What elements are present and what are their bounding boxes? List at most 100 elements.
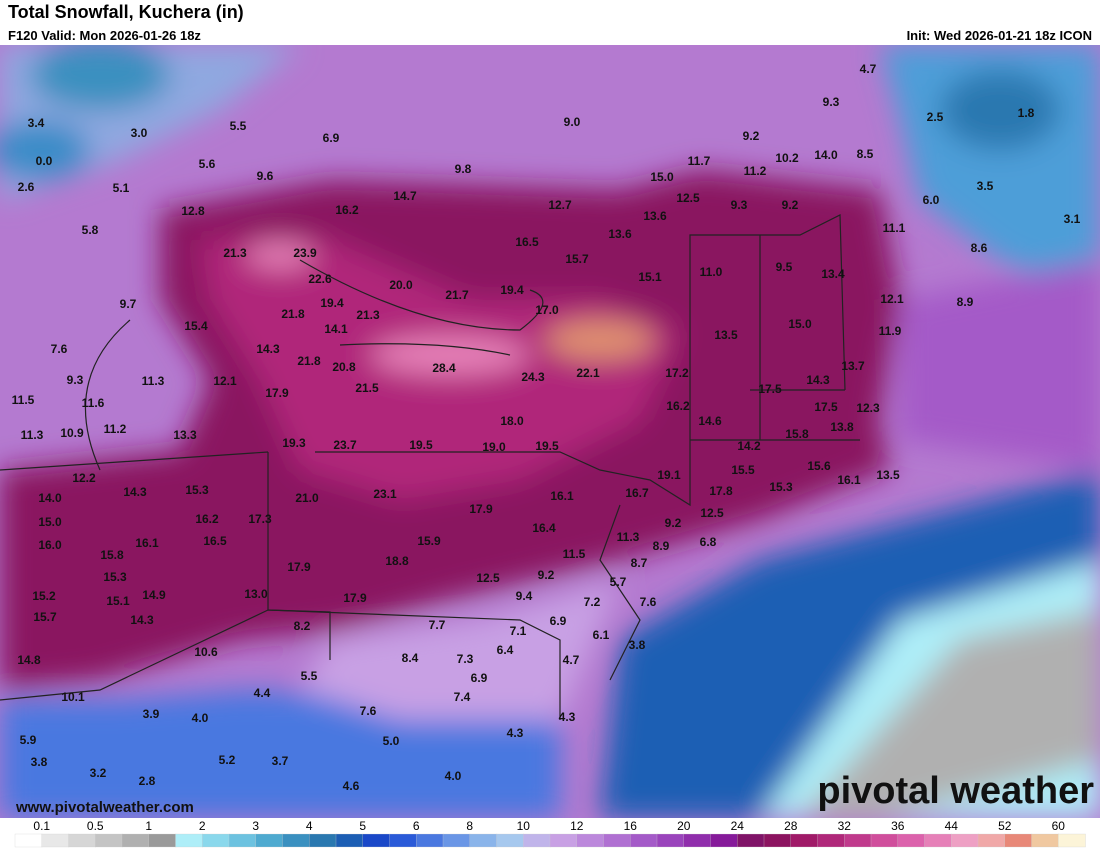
init-time: Init: Wed 2026-01-21 18z ICON — [907, 28, 1092, 43]
map-value-label: 7.2 — [584, 595, 601, 609]
map-value-label: 6.9 — [550, 614, 567, 628]
legend-label: 20 — [677, 819, 691, 833]
map-value-label: 14.9 — [142, 588, 166, 602]
map-value-label: 19.4 — [500, 283, 524, 297]
legend-swatch — [1004, 833, 1033, 848]
map-value-label: 15.0 — [38, 515, 62, 529]
legend-swatch — [362, 833, 391, 848]
legend-label: 3 — [252, 819, 259, 833]
legend-label: 6 — [413, 819, 420, 833]
map-value-label: 3.2 — [90, 766, 107, 780]
map-value-label: 9.2 — [665, 516, 682, 530]
map-value-label: 9.4 — [516, 589, 533, 603]
map-value-label: 5.1 — [113, 181, 130, 195]
map-value-label: 13.5 — [876, 468, 900, 482]
map-value-label: 13.5 — [714, 328, 738, 342]
map-value-label: 13.0 — [244, 587, 268, 601]
map-value-label: 8.7 — [631, 556, 648, 570]
legend-swatch — [309, 833, 337, 848]
map-value-label: 17.9 — [343, 591, 367, 605]
map-value-label: 21.3 — [356, 308, 380, 322]
map-value-label: 7.6 — [360, 704, 377, 718]
legend-swatch — [870, 833, 899, 848]
legend-label: 24 — [731, 819, 745, 833]
map-value-label: 16.2 — [666, 399, 690, 413]
map-value-label: 17.9 — [469, 502, 493, 516]
map-value-label: 6.1 — [593, 628, 610, 642]
map-value-label: 15.1 — [638, 270, 662, 284]
map-value-label: 5.9 — [20, 733, 37, 747]
map-value-label: 15.9 — [417, 534, 441, 548]
legend-label: 1 — [145, 819, 152, 833]
map-value-label: 8.2 — [294, 619, 311, 633]
map-value-label: 14.0 — [38, 491, 62, 505]
valid-time: F120 Valid: Mon 2026-01-26 18z — [8, 28, 201, 43]
legend-swatch — [710, 833, 738, 848]
map-value-label: 21.5 — [355, 381, 379, 395]
legend-swatch — [14, 833, 43, 848]
map-value-label: 16.1 — [837, 473, 861, 487]
map-value-label: 5.5 — [301, 669, 318, 683]
map-value-label: 5.2 — [219, 753, 236, 767]
legend-swatch — [844, 833, 872, 848]
map-value-label: 6.4 — [497, 643, 514, 657]
map-value-label: 3.8 — [629, 638, 646, 652]
map-value-label: 15.2 — [32, 589, 56, 603]
map-value-label: 10.6 — [194, 645, 218, 659]
legend-swatch — [255, 833, 284, 848]
legend-swatch — [175, 833, 203, 848]
map-value-label: 19.3 — [282, 436, 306, 450]
map-value-label: 22.6 — [308, 272, 332, 286]
map-value-label: 15.6 — [807, 459, 831, 473]
map-value-label: 14.8 — [17, 653, 41, 667]
map-value-label: 5.6 — [199, 157, 216, 171]
map-value-label: 14.0 — [814, 148, 838, 162]
map-value-label: 10.1 — [61, 690, 85, 704]
legend-label: 16 — [624, 819, 638, 833]
map-value-label: 17.5 — [758, 382, 782, 396]
map-value-label: 21.8 — [281, 307, 305, 321]
map-value-label: 19.5 — [409, 438, 433, 452]
map-value-label: 8.4 — [402, 651, 419, 665]
map-value-label: 11.6 — [82, 396, 105, 410]
legend-swatch — [121, 833, 150, 848]
map-value-label: 19.4 — [320, 296, 344, 310]
map-value-label: 2.6 — [18, 180, 35, 194]
legend-swatch — [1058, 833, 1086, 848]
title: Total Snowfall, Kuchera (in) — [8, 2, 244, 22]
map-value-label: 14.3 — [130, 613, 154, 627]
map-value-label: 8.6 — [971, 241, 988, 255]
map-value-label: 15.3 — [185, 483, 209, 497]
map-value-label: 21.8 — [297, 354, 321, 368]
map-value-label: 24.3 — [521, 370, 545, 384]
map-value-label: 19.0 — [482, 440, 506, 454]
map-value-label: 19.5 — [535, 439, 559, 453]
map-value-label: 17.0 — [535, 303, 559, 317]
map-value-label: 11.2 — [744, 164, 767, 178]
map-value-label: 23.9 — [293, 246, 317, 260]
map-value-label: 12.1 — [213, 374, 237, 388]
map-value-label: 16.2 — [335, 203, 359, 217]
map-value-label: 21.0 — [295, 491, 319, 505]
legend-swatch — [817, 833, 845, 848]
map-value-label: 1.8 — [1018, 106, 1035, 120]
map-value-label: 3.1 — [1064, 212, 1081, 226]
map-value-label: 16.0 — [38, 538, 62, 552]
legend-swatch — [95, 833, 123, 848]
map-value-label: 21.3 — [223, 246, 247, 260]
map-value-label: 5.5 — [230, 119, 247, 133]
legend-label: 52 — [998, 819, 1012, 833]
map-value-label: 18.8 — [385, 554, 409, 568]
map-value-label: 9.3 — [67, 373, 84, 387]
legend-swatch — [148, 833, 177, 848]
legend-swatch — [790, 833, 819, 848]
legend-swatch — [576, 833, 605, 848]
map-value-label: 9.2 — [782, 198, 799, 212]
map-value-label: 17.9 — [265, 386, 289, 400]
legend-swatch — [549, 833, 578, 848]
map-value-label: 5.7 — [610, 575, 627, 589]
legend-swatch — [335, 833, 364, 848]
legend-label: 0.1 — [33, 819, 50, 833]
